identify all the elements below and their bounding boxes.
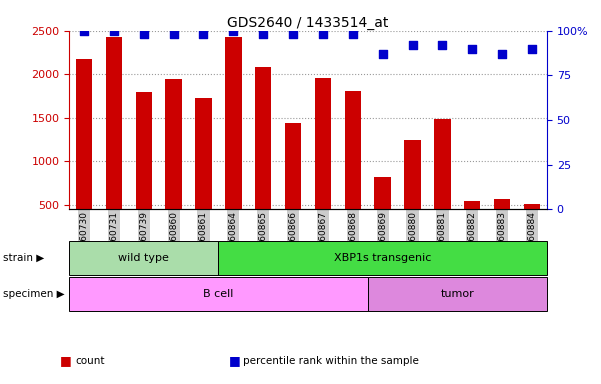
Bar xyxy=(374,177,391,209)
Bar xyxy=(494,199,510,209)
Point xyxy=(79,28,89,34)
Bar xyxy=(523,204,540,209)
Bar xyxy=(195,98,212,209)
Point xyxy=(109,28,119,34)
Bar xyxy=(225,37,242,209)
Title: GDS2640 / 1433514_at: GDS2640 / 1433514_at xyxy=(227,16,389,30)
Point xyxy=(407,42,417,48)
Point xyxy=(258,31,268,37)
Bar xyxy=(106,37,122,209)
Text: wild type: wild type xyxy=(118,253,169,263)
Bar xyxy=(434,119,451,209)
Text: tumor: tumor xyxy=(441,289,474,299)
Text: specimen ▶: specimen ▶ xyxy=(3,289,65,299)
Bar xyxy=(76,59,93,209)
Point xyxy=(199,31,209,37)
Bar xyxy=(344,91,361,209)
Point xyxy=(378,51,388,57)
Bar xyxy=(165,79,182,209)
Text: percentile rank within the sample: percentile rank within the sample xyxy=(243,356,419,366)
Text: ■: ■ xyxy=(60,354,72,367)
Bar xyxy=(315,78,331,209)
Point xyxy=(318,31,328,37)
Point xyxy=(169,31,178,37)
Point xyxy=(497,51,507,57)
Bar xyxy=(285,123,301,209)
Text: count: count xyxy=(75,356,105,366)
Point xyxy=(139,31,148,37)
Point xyxy=(438,42,447,48)
Bar xyxy=(404,140,421,209)
Point xyxy=(228,28,238,34)
Text: strain ▶: strain ▶ xyxy=(3,253,44,263)
Point xyxy=(348,31,358,37)
Text: B cell: B cell xyxy=(203,289,234,299)
Bar xyxy=(136,92,152,209)
Text: XBP1s transgenic: XBP1s transgenic xyxy=(334,253,432,263)
Bar xyxy=(255,67,272,209)
Bar xyxy=(464,200,480,209)
Point xyxy=(288,31,298,37)
Point xyxy=(527,46,537,52)
Text: ■: ■ xyxy=(228,354,240,367)
Point xyxy=(468,46,477,52)
